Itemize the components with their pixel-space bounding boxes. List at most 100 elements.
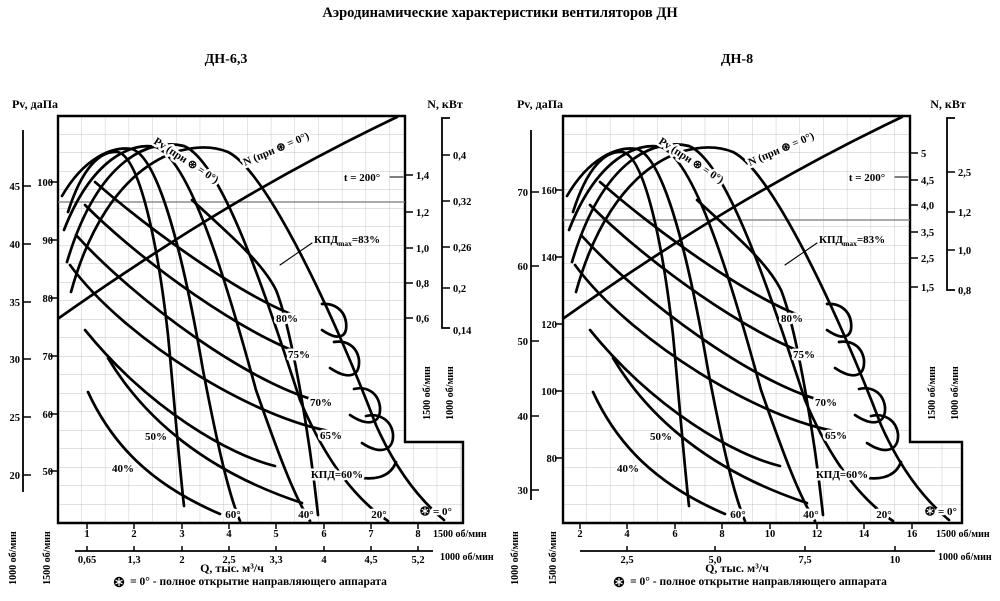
dn8-n-1000-ticks-label: 1,0 — [958, 246, 971, 257]
dn63-n-1000-ticks-label: 0,26 — [453, 243, 471, 254]
dn8-x-1500-ticks-label: 4 — [624, 529, 630, 540]
dn8-n-axis-title: N, кВт — [930, 97, 966, 111]
dn63-x-1500-ticks-label: 8 — [415, 529, 420, 540]
footer-note-dn8: = 0° - полное открытие направляющего апп… — [500, 576, 1000, 588]
dn8-n-1500-ticks-label: 4,0 — [921, 201, 934, 212]
dn8-x-1500-ticks-label: 6 — [672, 529, 677, 540]
dn63-pv-1500-ticks-label: 80 — [43, 294, 54, 305]
dn63-n-1000-ticks-label: 0,32 — [453, 197, 471, 208]
dn63-pv-1500-ticks-label: 90 — [43, 236, 54, 247]
dn8-pv-1000-ticks: 70 60 50 40 30 — [518, 188, 529, 497]
dn8-n-1500-ticks-label: 5 — [921, 149, 926, 160]
dn8-x-1000-tickmarks — [626, 546, 896, 551]
dn8-angle-0-label: = 0° — [938, 506, 957, 518]
dn63-x-1000-ticks-label: 5,2 — [411, 555, 424, 566]
dn63-n-1000-tickmarks — [442, 154, 450, 289]
dn63-x-1500-ticks-label: 7 — [368, 529, 373, 540]
dn8-x-1500-ticks: 2 4 6 8 10 12 14 16 — [577, 529, 917, 540]
dn8-n-1000-axis — [946, 117, 955, 291]
dn8-x-1500-ticks-label: 12 — [812, 529, 823, 540]
dn63-n-1000-ticks-label: 0,2 — [453, 284, 466, 295]
dn63-t200-label: t = 200° — [344, 172, 380, 184]
dn63-pv-1000-ticks-label: 35 — [10, 298, 21, 309]
dn8-pv-1500-ticks-label: 160 — [541, 186, 557, 197]
dn8-x-1500-tickmarks — [579, 523, 913, 529]
dn63-x-1000-ticks-label: 0,65 — [78, 555, 96, 566]
dn63-n-1000-ticks: 0,4 0,32 0,26 0,2 0,14 — [453, 151, 472, 337]
dn8-pv-1000-ticks-label: 40 — [518, 412, 529, 423]
dn63-n-1500-ticks-label: 1,2 — [416, 208, 429, 219]
dn8-pv-1500-ticks-label: 140 — [541, 253, 557, 264]
dn8-q-axis-title: Q, тыс. м³/ч — [705, 561, 769, 575]
dn8-n-1500-ticks-label: 3,5 — [921, 228, 934, 239]
dn63-x-1500-ticks-label: 6 — [321, 529, 326, 540]
dn63-n-1500-tickmarks — [405, 174, 413, 319]
dn8-n-1000-tickmarks — [947, 171, 955, 251]
dn63-x-1500-ticks-label: 1 — [84, 529, 89, 540]
dn8-x-1000-ticks-label: 10 — [890, 555, 901, 566]
dn63-n-1500-ticks-label: 0,8 — [416, 279, 429, 290]
dn8-n-1500-ticks-label: 1,5 — [921, 283, 934, 294]
dn63-x-1000-caption: 1000 об/мин — [440, 552, 494, 563]
dn8-kpd-max-label: КПДmax=83% — [819, 234, 885, 248]
dn8-pv-axis-title: Pv, даПа — [517, 97, 563, 111]
footer-note-text: = 0° - полное открытие направляющего апп… — [130, 576, 387, 588]
dn8-left-1500-caption: 1500 об/мин — [548, 531, 559, 585]
dn8-x-1500-ticks-label: 2 — [577, 529, 582, 540]
dn63-left-1000-caption: 1000 об/мин — [8, 531, 19, 585]
chart-title-dn8: ДН-8 — [720, 52, 754, 67]
dn63-x-1500-tickmarks — [86, 523, 419, 529]
footer-note-text: = 0° - полное открытие направляющего апп… — [630, 576, 887, 588]
dn8-eff-40-label: 40% — [617, 463, 639, 475]
dn63-n-1500-caption: 1500 об/мин — [422, 366, 433, 420]
guide-vane-symbol-icon — [613, 576, 625, 588]
dn63-pv-1500-ticks-label: 100 — [37, 178, 53, 189]
dn8-eff-75-label: 75% — [793, 349, 815, 361]
dn63-x-1000-ticks-label: 2 — [179, 555, 184, 566]
dn63-pv-1500-ticks-label: 50 — [43, 467, 54, 478]
dn63-eff-70-label: 70% — [310, 397, 332, 409]
dn8-eff-65-label: 65% — [825, 430, 847, 442]
dn63-x-1000-tickmarks — [86, 546, 419, 551]
dn8-x-1000-ticks-label: 5,0 — [708, 555, 721, 566]
dn8-x-1500-ticks-label: 16 — [907, 529, 918, 540]
dn63-q-axis-title: Q, тыс. м³/ч — [200, 561, 264, 575]
dn63-eff-40-label: 40% — [112, 463, 134, 475]
dn63-x-1000-ticks-label: 2,5 — [222, 555, 235, 566]
dn63-pv-1000-ticks-label: 45 — [10, 182, 21, 193]
dn63-x-1500-ticks-label: 4 — [226, 529, 232, 540]
dn63-pv-1000-ticks-label: 40 — [10, 240, 21, 251]
dn63-n-1000-caption: 1000 об/мин — [445, 366, 456, 420]
guide-vane-symbol-icon — [113, 576, 125, 588]
dn63-n-1000-ticks-label: 0,4 — [453, 151, 467, 162]
dn63-x-1500-ticks-label: 3 — [179, 529, 184, 540]
dn63-guide-vane-symbol-icon — [419, 505, 431, 517]
dn8-pv-1000-ticks-label: 60 — [518, 262, 529, 273]
dn8-n-1000-caption: 1000 об/мин — [950, 366, 961, 420]
dn63-n-1500-ticks-label: 0,6 — [416, 314, 429, 325]
dn8-pv-1000-ticks-label: 30 — [518, 486, 529, 497]
dn8-x-1000-ticks-label: 2,5 — [620, 555, 633, 566]
dn63-n-1500-ticks: 1,4 1,2 1,0 0,8 0,6 — [416, 171, 430, 325]
dn63-x-1500-caption: 1500 об/мин — [433, 529, 487, 540]
dn63-left-1500-caption: 1500 об/мин — [42, 531, 53, 585]
dn8-left-1000-caption: 1000 об/мин — [510, 531, 521, 585]
dn63-pv-1500-ticks-label: 70 — [43, 352, 54, 363]
dn63-angle-0-label: = 0° — [433, 506, 452, 518]
dn63-angle-20-label: 20° — [371, 509, 386, 521]
dn8-t200-label: t = 200° — [849, 172, 885, 184]
dn63-eff-80-label: 80% — [276, 313, 298, 325]
dn63-pv-1000-tickmarks — [23, 185, 31, 476]
dn8-n-1500-ticks-label: 2,5 — [921, 254, 934, 265]
dn8-pv-1500-ticks: 160 140 120 100 80 — [541, 186, 557, 465]
dn63-eff-75-label: 75% — [288, 349, 310, 361]
dn63-x-1000-ticks-label: 4 — [321, 555, 327, 566]
dn8-n-1500-tickmarks — [910, 152, 918, 288]
footer-note-dn63: = 0° - полное открытие направляющего апп… — [0, 576, 500, 588]
dn8-n-1000-ticks-label: 2,5 — [958, 168, 971, 179]
dn8-x-1000-ticks-label: 7,5 — [798, 555, 811, 566]
dn8-angle-60-label: 60° — [730, 509, 745, 521]
